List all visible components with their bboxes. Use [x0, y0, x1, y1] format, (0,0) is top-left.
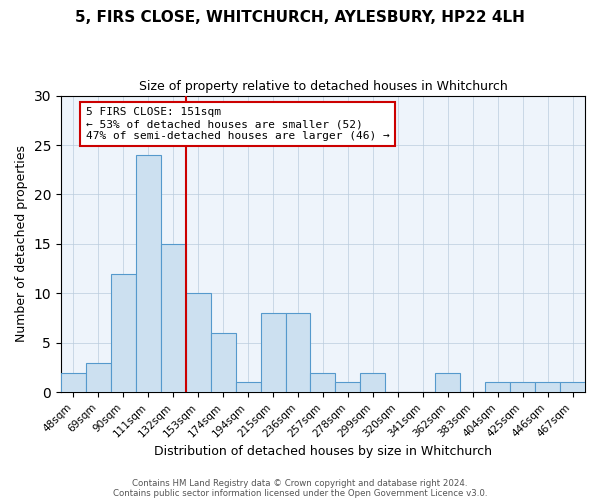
Title: Size of property relative to detached houses in Whitchurch: Size of property relative to detached ho…: [139, 80, 508, 93]
Bar: [335, 382, 361, 392]
Bar: [560, 382, 585, 392]
X-axis label: Distribution of detached houses by size in Whitchurch: Distribution of detached houses by size …: [154, 444, 492, 458]
Bar: [86, 362, 111, 392]
Bar: [535, 382, 560, 392]
Bar: [435, 372, 460, 392]
Text: Contains HM Land Registry data © Crown copyright and database right 2024.: Contains HM Land Registry data © Crown c…: [132, 478, 468, 488]
Bar: [310, 372, 335, 392]
Bar: [211, 333, 236, 392]
Bar: [61, 372, 86, 392]
Bar: [111, 274, 136, 392]
Bar: [185, 294, 211, 392]
Bar: [236, 382, 260, 392]
Text: 5, FIRS CLOSE, WHITCHURCH, AYLESBURY, HP22 4LH: 5, FIRS CLOSE, WHITCHURCH, AYLESBURY, HP…: [75, 10, 525, 25]
Bar: [485, 382, 510, 392]
Text: 5 FIRS CLOSE: 151sqm
← 53% of detached houses are smaller (52)
47% of semi-detac: 5 FIRS CLOSE: 151sqm ← 53% of detached h…: [86, 108, 389, 140]
Text: Contains public sector information licensed under the Open Government Licence v3: Contains public sector information licen…: [113, 488, 487, 498]
Bar: [286, 313, 310, 392]
Bar: [136, 155, 161, 392]
Bar: [510, 382, 535, 392]
Bar: [260, 313, 286, 392]
Bar: [361, 372, 385, 392]
Bar: [161, 244, 185, 392]
Y-axis label: Number of detached properties: Number of detached properties: [15, 146, 28, 342]
